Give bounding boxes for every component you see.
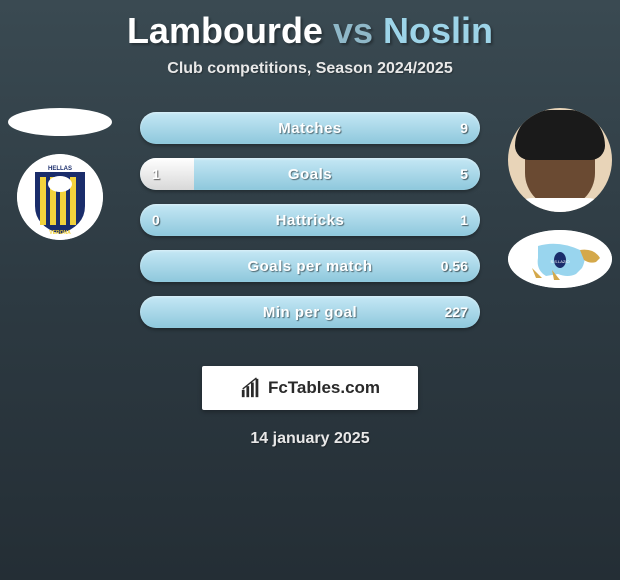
title-vs: vs [333, 10, 373, 51]
right-column: S.S.LAZIO [500, 108, 620, 288]
stat-bars: Matches91Goals50Hattricks1Goals per matc… [140, 108, 480, 328]
face-icon [525, 120, 595, 208]
stat-value-right: 9 [448, 112, 480, 144]
stat-value-right: 1 [448, 204, 480, 236]
subtitle: Club competitions, Season 2024/2025 [0, 60, 620, 78]
stat-bar: Min per goal227 [140, 296, 480, 328]
watermark: FcTables.com [202, 366, 418, 410]
stat-bar: 1Goals5 [140, 158, 480, 190]
watermark-text: FcTables.com [268, 378, 380, 398]
club2-crest: S.S.LAZIO [508, 230, 612, 288]
page-title: Lambourde vs Noslin [0, 0, 620, 52]
stat-label: Matches [140, 112, 480, 144]
hellas-verona-crest-icon: HELLAS VERONA [17, 154, 103, 240]
stat-label: Goals [140, 158, 480, 190]
stat-value-right: 227 [433, 296, 480, 328]
title-player1: Lambourde [127, 10, 323, 51]
left-column: HELLAS VERONA [0, 108, 120, 240]
player1-avatar [8, 108, 112, 136]
chart-icon [240, 377, 262, 399]
stat-label: Min per goal [140, 296, 480, 328]
stat-value-right: 0.56 [429, 250, 480, 282]
svg-text:VERONA: VERONA [49, 230, 71, 236]
lazio-crest-icon: S.S.LAZIO [508, 230, 612, 288]
svg-text:HELLAS: HELLAS [48, 166, 72, 172]
comparison-content: HELLAS VERONA Matches91Goals50Hattricks1… [0, 108, 620, 348]
stat-bar: Matches9 [140, 112, 480, 144]
stat-bar: Goals per match0.56 [140, 250, 480, 282]
svg-text:S.S.LAZIO: S.S.LAZIO [550, 259, 569, 264]
title-player2: Noslin [383, 10, 493, 51]
player2-avatar [508, 108, 612, 212]
stat-value-right: 5 [448, 158, 480, 190]
date-text: 14 january 2025 [0, 430, 620, 448]
stat-bar: 0Hattricks1 [140, 204, 480, 236]
stat-label: Hattricks [140, 204, 480, 236]
club1-crest: HELLAS VERONA [17, 154, 103, 240]
